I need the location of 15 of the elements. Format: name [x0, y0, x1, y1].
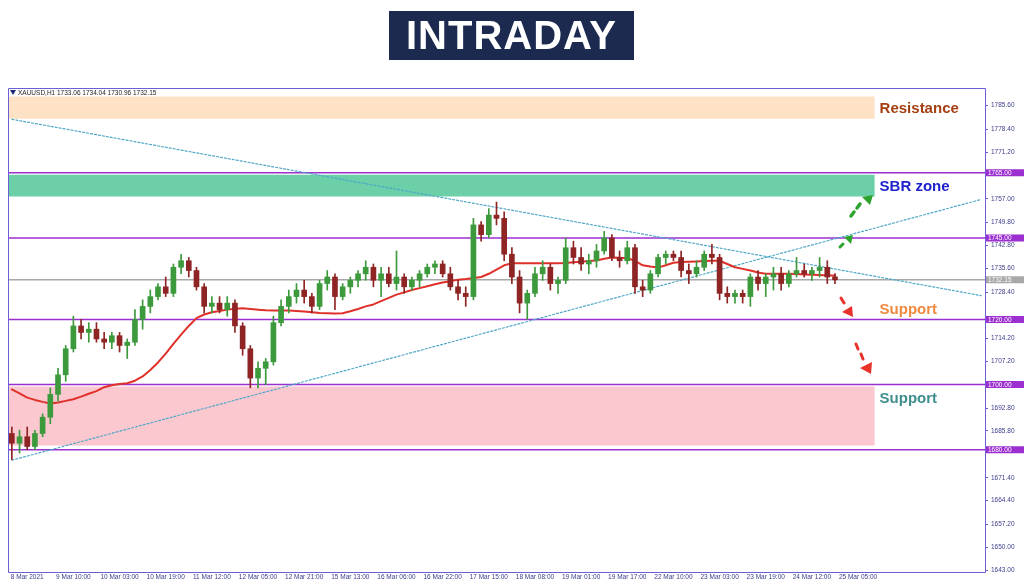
- band-label: Support: [879, 388, 938, 406]
- candlestick: [585, 253, 592, 275]
- candlestick: [724, 286, 731, 304]
- candlestick: [101, 332, 107, 350]
- candlestick: [124, 338, 131, 359]
- candlestick: [462, 286, 469, 307]
- annotation: Support: [879, 299, 938, 317]
- band-label: Resistance: [879, 98, 959, 116]
- candlestick: [685, 263, 692, 284]
- candlestick: [85, 322, 92, 343]
- chart-title: INTRADAY: [389, 11, 634, 60]
- band-label: SBR zone: [879, 176, 950, 194]
- candlestick: [555, 276, 561, 294]
- candlestick: [209, 296, 215, 314]
- candlestick: [709, 244, 715, 265]
